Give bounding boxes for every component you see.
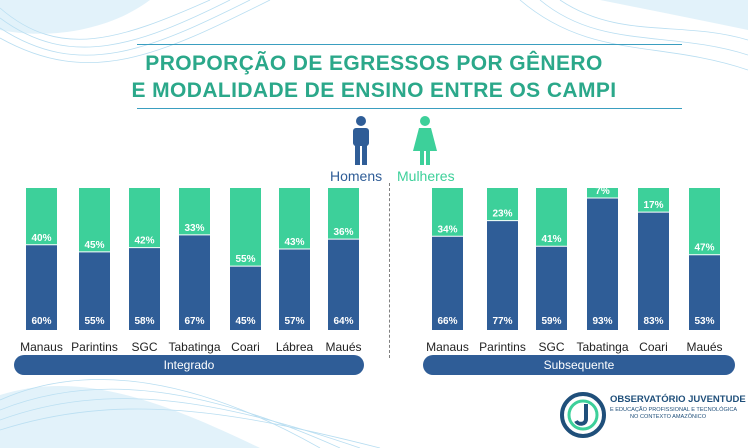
data-label-men: 60% [31, 316, 51, 327]
data-label-women: 23% [492, 209, 512, 220]
data-label-women: 43% [284, 237, 304, 248]
data-label-women: 55% [235, 254, 255, 265]
data-label-men: 57% [284, 316, 304, 327]
category-label: Tabatinga [168, 340, 220, 354]
bar-men-sgc [129, 247, 160, 330]
category-label: Coari [639, 340, 668, 354]
category-label: Coari [231, 340, 260, 354]
category-label: SGC [538, 340, 564, 354]
logo-subtitle-line2: NO CONTEXTO AMAZÔNICO [630, 414, 707, 420]
logo-subtitle-line1: E EDUCAÇÃO PROFISSIONAL E TECNOLÓGICA [610, 407, 738, 413]
data-label-men: 58% [134, 316, 154, 327]
chart-title-line2: E MODALIDADE DE ENSINO ENTRE OS CAMPI [131, 79, 617, 102]
bar-men-coari [638, 212, 669, 330]
data-label-men: 55% [84, 316, 104, 327]
bar-men-parintins [79, 251, 110, 330]
bar-women-parintins [79, 188, 110, 252]
category-label: Parintins [479, 340, 526, 354]
data-label-women: 7% [595, 186, 610, 197]
category-label: SGC [131, 340, 157, 354]
data-label-men: 83% [643, 316, 663, 327]
title-bottom-rule [137, 108, 682, 109]
bar-men-parintins [487, 220, 518, 330]
bar-women-coari [638, 188, 669, 213]
group-label-integrado: Integrado [14, 355, 364, 375]
title-top-rule [137, 44, 682, 45]
logo-title: OBSERVATÓRIO JUVENTUDE [610, 394, 746, 405]
data-label-men: 66% [437, 316, 457, 327]
bar-women-tabatinga [179, 188, 210, 235]
bar-women-sgc [129, 188, 160, 248]
chart-title-line1: PROPORÇÃO DE EGRESSOS POR GÊNERO [145, 52, 603, 75]
logo-subtitle: E EDUCAÇÃO PROFISSIONAL E TECNOLÓGICA NO… [610, 407, 737, 421]
bar-men-maués [328, 239, 359, 330]
bar-women-tabatinga [587, 188, 618, 198]
bar-women-manaus [432, 188, 463, 237]
bar-women-maués [328, 188, 359, 240]
data-label-women: 17% [643, 200, 663, 211]
bar-men-lábrea [279, 249, 310, 330]
data-label-men: 77% [492, 316, 512, 327]
data-label-women: 33% [184, 223, 204, 234]
data-label-women: 45% [84, 240, 104, 251]
group-divider [389, 183, 390, 358]
legend-women-label: Mulheres [397, 168, 455, 184]
bar-men-maués [689, 254, 720, 330]
data-label-men: 64% [333, 316, 353, 327]
data-label-men: 93% [592, 316, 612, 327]
data-label-women: 36% [333, 227, 353, 238]
data-label-men: 45% [235, 316, 255, 327]
data-label-men: 59% [541, 316, 561, 327]
bar-women-coari [230, 188, 261, 267]
bar-women-sgc [536, 188, 567, 247]
category-label: Manaus [20, 340, 63, 354]
bar-women-manaus [26, 188, 57, 245]
data-label-women: 41% [541, 234, 561, 245]
data-label-women: 34% [437, 224, 457, 235]
category-label: Tabatinga [576, 340, 628, 354]
category-label: Maués [686, 340, 722, 354]
bar-women-maués [689, 188, 720, 255]
bar-women-lábrea [279, 188, 310, 250]
legend-men-label: Homens [330, 168, 383, 184]
data-label-men: 53% [694, 316, 714, 327]
bar-men-tabatinga [179, 234, 210, 330]
data-label-women: 47% [694, 243, 714, 254]
data-label-men: 67% [184, 316, 204, 327]
data-label-women: 40% [31, 233, 51, 244]
data-label-women: 42% [134, 236, 154, 247]
bar-women-parintins [487, 188, 518, 221]
category-label: Lábrea [276, 340, 314, 354]
category-label: Parintins [71, 340, 118, 354]
bar-men-sgc [536, 246, 567, 330]
bar-men-tabatinga [587, 197, 618, 330]
bar-men-coari [230, 266, 261, 330]
bar-men-manaus [26, 244, 57, 330]
bar-men-manaus [432, 236, 463, 330]
category-label: Maués [325, 340, 361, 354]
category-label: Manaus [426, 340, 469, 354]
group-label-subsequente: Subsequente [423, 355, 735, 375]
